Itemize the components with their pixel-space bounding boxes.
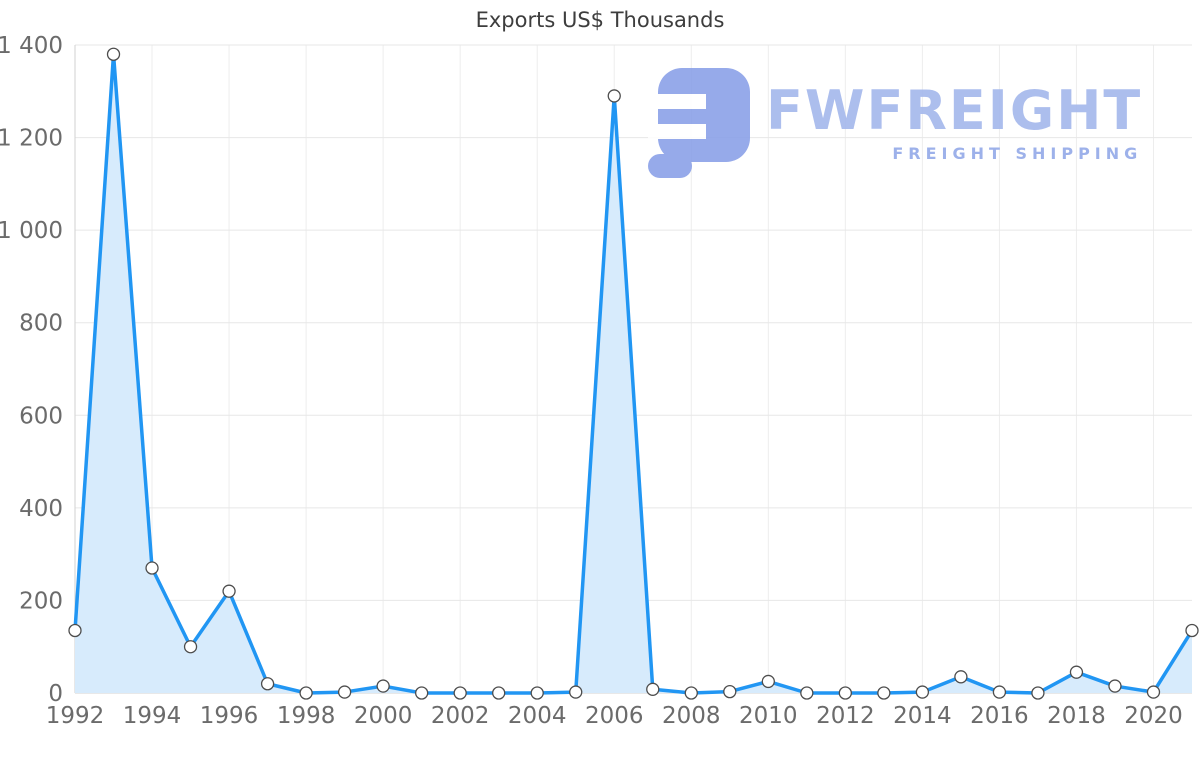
y-tick-label: 200	[19, 588, 63, 614]
data-point-marker	[1031, 686, 1045, 700]
y-tick-label: 0	[48, 681, 63, 707]
data-point-marker	[800, 686, 814, 700]
chart-title: Exports US$ Thousands	[475, 8, 725, 32]
data-point-marker	[260, 677, 275, 691]
x-tick-label: 2004	[508, 703, 567, 729]
data-point-marker	[1185, 623, 1199, 638]
x-tick-label: 2018	[1047, 703, 1106, 729]
data-point-marker	[1108, 679, 1122, 693]
x-tick-label: 1992	[46, 703, 105, 729]
data-point-marker	[761, 674, 775, 689]
x-tick-label: 2000	[354, 703, 413, 729]
data-point-marker	[1069, 665, 1084, 679]
data-point-marker	[992, 685, 1007, 699]
data-point-marker	[376, 679, 390, 693]
data-point-marker	[222, 584, 236, 598]
data-point-marker	[492, 686, 506, 700]
data-point-marker	[453, 686, 467, 700]
data-point-marker	[877, 686, 891, 700]
x-tick-label: 2008	[662, 703, 721, 729]
data-point-marker	[530, 686, 544, 700]
x-tick-label: 2020	[1124, 703, 1183, 729]
data-point-marker	[183, 640, 198, 654]
data-point-marker	[915, 685, 930, 699]
series-area	[75, 54, 1192, 693]
data-point-marker	[145, 561, 159, 575]
x-tick-label: 1996	[200, 703, 259, 729]
y-tick-label: 1 200	[0, 126, 63, 152]
x-tick-label: 2016	[970, 703, 1029, 729]
data-point-marker	[607, 89, 621, 103]
axis-labels: 1992 1994 1996 1998 2000 2002 2004 2006 2008 2010…	[0, 33, 1183, 729]
data-point-marker	[684, 686, 698, 700]
x-tick-label: 2002	[431, 703, 490, 729]
y-tick-label: 400	[19, 496, 63, 522]
data-point-marker	[106, 47, 121, 61]
data-point-marker	[68, 623, 82, 638]
x-tick-label: 1998	[277, 703, 336, 729]
x-tick-label: 1994	[123, 703, 182, 729]
data-point-marker	[723, 684, 737, 699]
data-point-marker	[337, 685, 352, 699]
data-point-marker	[838, 686, 852, 700]
data-point-marker	[569, 685, 583, 699]
y-tick-label: 600	[19, 403, 63, 429]
y-tick-label: 1 400	[0, 33, 63, 59]
data-point-marker	[954, 670, 968, 684]
x-tick-label: 2006	[585, 703, 644, 729]
data-point-marker	[646, 682, 660, 696]
x-tick-label: 2010	[739, 703, 798, 729]
y-tick-label: 800	[19, 311, 63, 337]
data-point-marker	[1146, 685, 1161, 699]
x-tick-label: 2014	[893, 703, 952, 729]
y-tick-label: 1 000	[0, 218, 63, 244]
data-point-marker	[299, 686, 313, 700]
data-point-marker	[415, 686, 429, 700]
series-markers	[68, 47, 1199, 700]
x-tick-label: 2012	[816, 703, 875, 729]
